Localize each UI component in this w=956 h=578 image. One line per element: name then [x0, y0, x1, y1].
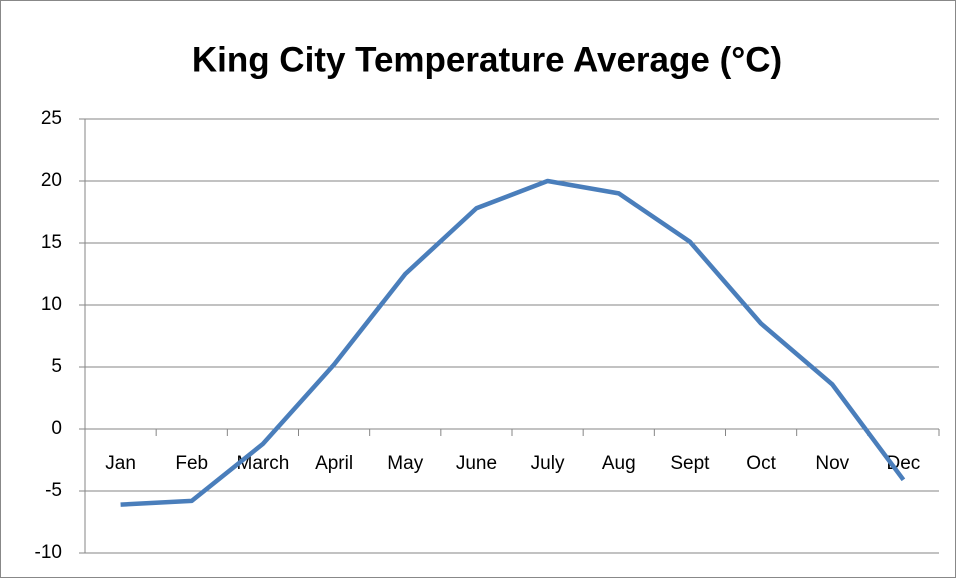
y-tick-label: 5 — [51, 356, 62, 377]
y-tick-label: 20 — [41, 170, 62, 191]
x-tick-label: Jan — [105, 453, 136, 474]
y-tick-label: 0 — [51, 418, 62, 439]
y-tick-label: -10 — [35, 542, 62, 563]
x-tick-label: March — [237, 453, 290, 474]
x-tick-label: Aug — [602, 453, 636, 474]
y-tick-label: 15 — [41, 232, 62, 253]
x-tick-label: July — [531, 453, 565, 474]
y-tick-label: 10 — [41, 294, 62, 315]
x-tick-label: Sept — [670, 453, 710, 474]
x-tick-label: April — [315, 453, 353, 474]
x-tick-label: Nov — [815, 453, 849, 474]
x-tick-label: Oct — [746, 453, 776, 474]
y-tick-label: -5 — [45, 480, 62, 501]
data-line — [120, 178, 906, 507]
x-tick-label: May — [387, 453, 423, 474]
chart-title: King City Temperature Average (°C) — [192, 40, 782, 79]
y-tick-label: 25 — [41, 108, 62, 129]
x-tick-label: June — [456, 453, 497, 474]
x-tick-label: Feb — [175, 453, 208, 474]
